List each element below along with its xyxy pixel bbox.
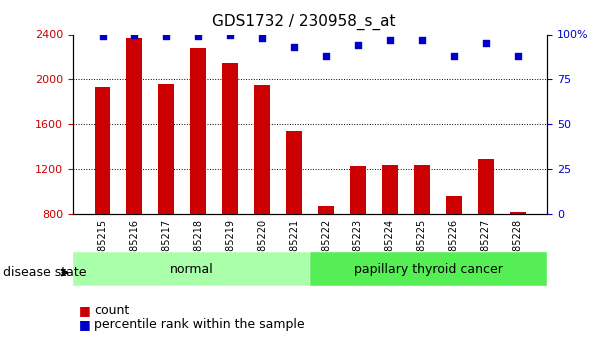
Point [193, 33, 203, 39]
Bar [94, 87, 111, 214]
Bar [190, 48, 206, 214]
Bar [126, 38, 142, 214]
Text: papillary thyroid cancer: papillary thyroid cancer [354, 263, 503, 276]
Text: ■: ■ [79, 304, 91, 317]
Bar [414, 165, 430, 214]
Bar [223, 62, 238, 214]
Text: normal: normal [170, 263, 213, 276]
Point [257, 35, 267, 41]
Bar [382, 165, 398, 214]
Point [513, 53, 522, 59]
Text: count: count [94, 304, 130, 317]
Bar [350, 166, 366, 214]
Bar [286, 131, 302, 214]
Bar [159, 84, 174, 214]
Text: disease state: disease state [3, 266, 86, 279]
Point [385, 37, 395, 43]
Point [481, 41, 491, 46]
Bar [73, 252, 310, 286]
Bar [478, 159, 494, 214]
Point [353, 42, 363, 48]
Point [417, 37, 427, 43]
Text: ■: ■ [79, 318, 91, 331]
Bar [446, 196, 461, 214]
Text: GDS1732 / 230958_s_at: GDS1732 / 230958_s_at [212, 14, 396, 30]
Point [98, 33, 108, 39]
Bar [510, 211, 526, 214]
Point [162, 33, 171, 39]
Point [130, 32, 139, 37]
Point [289, 44, 299, 50]
Bar [318, 206, 334, 214]
Bar [254, 85, 270, 214]
Text: percentile rank within the sample: percentile rank within the sample [94, 318, 305, 331]
Bar [310, 252, 547, 286]
Point [321, 53, 331, 59]
Point [449, 53, 458, 59]
Point [226, 32, 235, 37]
